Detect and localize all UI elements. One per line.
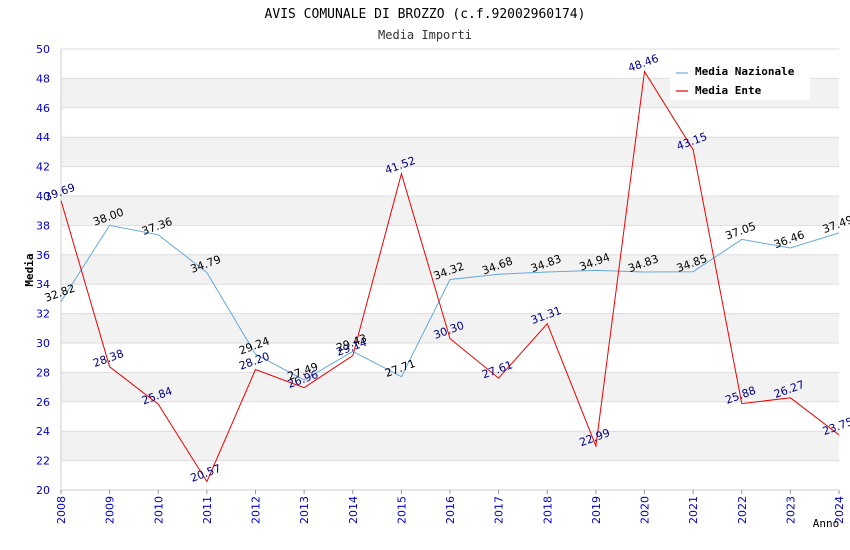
x-axis-label: Anno [813, 517, 840, 530]
y-tick-label: 48 [36, 72, 50, 85]
x-tick-label: 2013 [298, 496, 311, 524]
x-tick-label: 2015 [395, 496, 408, 524]
series-line-0 [60, 224, 840, 381]
grid-band [61, 372, 839, 402]
x-tick-label: 2008 [55, 496, 68, 524]
x-tick-label: 2017 [493, 496, 506, 524]
y-tick-label: 32 [36, 308, 50, 321]
x-tick-label: 2012 [250, 496, 263, 524]
grid-band [61, 196, 839, 226]
y-tick-label: 44 [36, 131, 50, 144]
y-axis-label: Media [23, 253, 36, 286]
data-label-1: 28.38 [91, 347, 125, 370]
chart-title: AVIS COMUNALE DI BROZZO (c.f.92002960174… [265, 7, 586, 22]
y-tick-label: 40 [36, 190, 50, 203]
legend-label-media-nazionale: Media Nazionale [695, 65, 795, 78]
y-tick-label: 20 [36, 484, 50, 497]
y-tick-label: 42 [36, 161, 50, 174]
data-label-1: 48.46 [626, 52, 660, 75]
x-tick-label: 2018 [541, 496, 554, 524]
x-tick-label: 2022 [736, 496, 749, 524]
y-tick-label: 36 [36, 249, 50, 262]
y-tick-label: 50 [36, 43, 50, 56]
x-tick-label: 2016 [444, 496, 457, 524]
y-tick-label: 38 [36, 219, 50, 232]
x-tick-label: 2023 [784, 496, 797, 524]
x-tick-label: 2010 [152, 496, 165, 524]
x-tick-label: 2011 [201, 496, 214, 524]
x-tick-label: 2009 [104, 496, 117, 524]
y-tick-label: 24 [36, 425, 50, 438]
x-tick-label: 2024 [833, 496, 846, 524]
y-tick-label: 46 [36, 102, 50, 115]
x-tick-label: 2021 [687, 496, 700, 524]
y-tick-label: 34 [36, 278, 50, 291]
y-tick-label: 26 [36, 396, 50, 409]
series-line-1 [60, 70, 840, 483]
y-tick-label: 28 [36, 366, 50, 379]
grid-band [61, 137, 839, 167]
legend: Media Nazionale Media Ente [670, 60, 810, 100]
series-lines [60, 70, 840, 483]
grid [61, 48, 839, 491]
y-tick-label: 30 [36, 337, 50, 350]
y-tick-label: 22 [36, 455, 50, 468]
x-tick-label: 2020 [639, 496, 652, 524]
x-tick-label: 2019 [590, 496, 603, 524]
legend-label-media-ente: Media Ente [695, 84, 762, 97]
x-tick-label: 2014 [347, 496, 360, 524]
chart-subtitle: Media Importi [378, 28, 472, 42]
legend-box [670, 60, 810, 100]
data-label-1: 20.57 [189, 462, 223, 485]
